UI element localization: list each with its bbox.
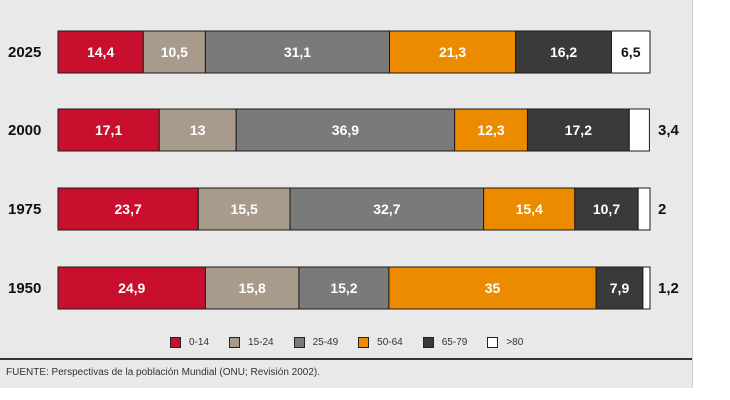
source-divider — [0, 358, 692, 360]
bar-segment-1950-0-14 — [57, 266, 206, 310]
bar-segment-1975-25-49 — [289, 187, 485, 231]
legend-item-0-14: 0-14 — [170, 336, 210, 348]
bar-segment-2025-25-49 — [204, 30, 391, 74]
value-label-2025-0-14: 14,4 — [87, 44, 114, 60]
legend-label: 25-49 — [312, 336, 339, 348]
bar-segment-2025-50-64 — [389, 30, 517, 74]
panel-edge — [692, 0, 693, 388]
value-label-1975-0-14: 23,7 — [115, 201, 142, 217]
value-label-1975->80: 2 — [658, 201, 666, 218]
bar-segment-2025-0-14 — [57, 30, 144, 74]
value-label-2000-65-79: 17,2 — [565, 122, 592, 138]
bar-segment-2000->80 — [628, 108, 650, 152]
legend-swatch — [422, 336, 434, 348]
bar-segment-2000-15-24 — [158, 108, 237, 152]
legend-item-50-64: 50-64 — [358, 336, 403, 348]
value-label-2025->80: 6,5 — [621, 44, 641, 60]
bar-segment-1950-25-49 — [298, 266, 390, 310]
value-label-1950-50-64: 35 — [485, 280, 501, 296]
year-label-2000: 2000 — [8, 122, 41, 139]
value-label-2000-15-24: 13 — [190, 122, 206, 138]
bar-segment-1950-50-64 — [388, 266, 597, 310]
bar-segment-1975-50-64 — [483, 187, 576, 231]
bar-segment-2025-65-79 — [515, 30, 613, 74]
bar-segment-1975-65-79 — [574, 187, 639, 231]
legend-item-65-79: 65-79 — [422, 336, 468, 348]
bar-segment-2000-25-49 — [235, 108, 456, 152]
year-label-1975: 1975 — [8, 201, 41, 218]
value-label-1950->80: 1,2 — [658, 280, 679, 297]
legend-item-15-24: 15-24 — [229, 336, 274, 348]
legend-swatch — [358, 336, 370, 348]
value-label-1975-50-64: 15,4 — [516, 201, 543, 217]
value-label-2025-15-24: 10,5 — [161, 44, 188, 60]
year-label-1950: 1950 — [8, 280, 41, 297]
value-label-1950-65-79: 7,9 — [610, 280, 630, 296]
value-label-2025-50-64: 21,3 — [439, 44, 466, 60]
value-label-2000-25-49: 36,9 — [332, 122, 359, 138]
bar-segment-1975-15-24 — [197, 187, 291, 231]
stacked-bar-chart: 2025 14,4 10,5 31,1 21,3 16,2 6,5 2000 17,1 13 36,… — [8, 30, 680, 310]
legend-label: 50-64 — [377, 336, 403, 348]
value-label-2000-50-64: 12,3 — [477, 122, 504, 138]
legend-label: 0-14 — [189, 336, 210, 348]
bar-segment-2000-0-14 — [57, 108, 160, 152]
legend-item->80: >80 — [487, 336, 524, 348]
bar-segment-1950-15-24 — [204, 266, 300, 310]
value-label-2000-0-14: 17,1 — [95, 122, 122, 138]
legend-label: >80 — [506, 336, 524, 348]
bar-segment-2025->80 — [611, 30, 651, 74]
legend-label: 15-24 — [248, 336, 274, 348]
legend-swatch — [170, 336, 181, 348]
bar-segment-2000-65-79 — [526, 108, 630, 152]
legend-label: 65-79 — [441, 336, 468, 348]
bar-segment-1950->80 — [642, 266, 651, 310]
value-label-1975-65-79: 10,7 — [593, 201, 620, 217]
legend-item-25-49: 25-49 — [293, 336, 339, 348]
value-label-1950-0-14: 24,9 — [118, 280, 145, 296]
legend: 0-14 15-24 25-49 50-64 65-79 >80 — [170, 334, 543, 350]
source-note: FUENTE: Perspectivas de la población Mun… — [6, 367, 321, 378]
value-label-2000->80: 3,4 — [658, 122, 680, 139]
value-label-2025-25-49: 31,1 — [284, 44, 311, 60]
value-label-1975-25-49: 32,7 — [373, 201, 400, 217]
bar-segment-1975->80 — [637, 187, 651, 231]
value-label-1950-25-49: 15,2 — [330, 280, 357, 296]
bar-segment-1975-0-14 — [57, 187, 199, 231]
value-label-1975-15-24: 15,5 — [231, 201, 258, 217]
value-label-1950-15-24: 15,8 — [239, 280, 266, 296]
legend-swatch — [293, 336, 305, 348]
legend-swatch — [229, 336, 241, 348]
value-label-2025-65-79: 16,2 — [550, 44, 577, 60]
legend-swatch — [487, 336, 499, 348]
year-label-2025: 2025 — [8, 44, 41, 61]
